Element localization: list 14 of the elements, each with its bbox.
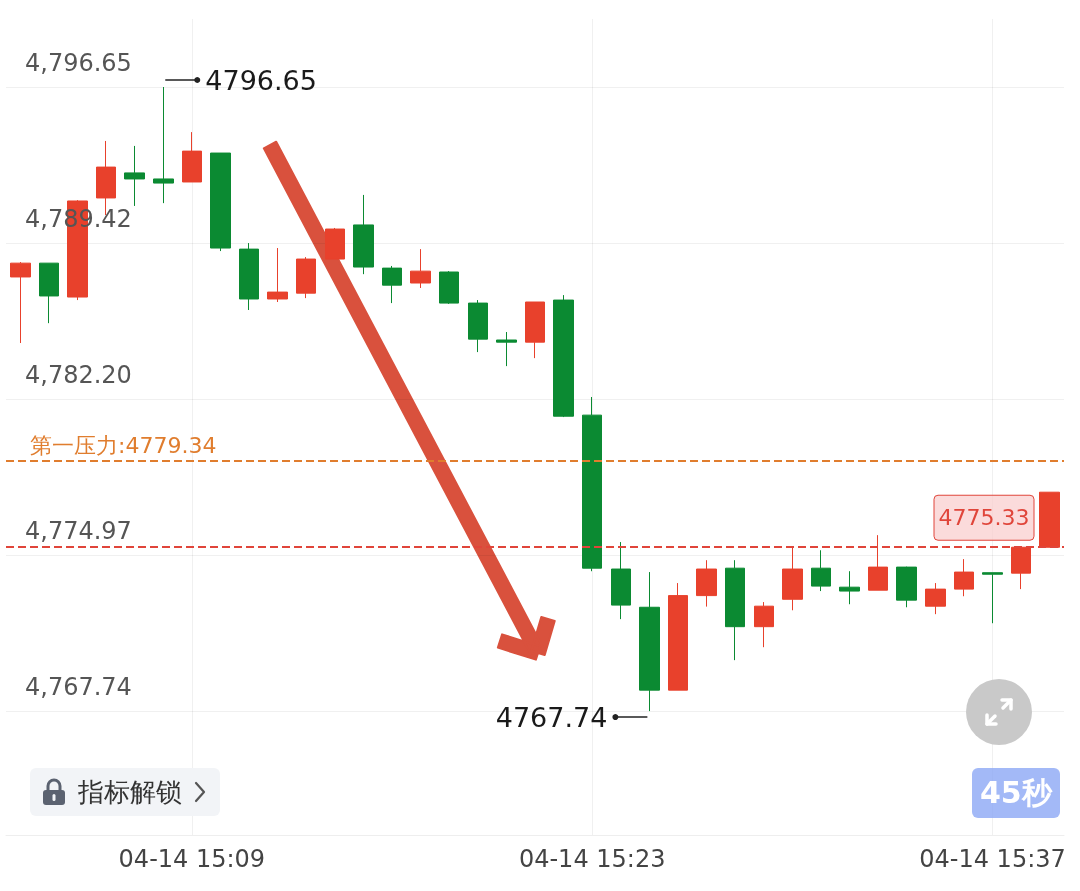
y-tick-label: 4,782.20 [25, 360, 132, 389]
x-tick-label: 04-14 15:09 [118, 845, 266, 873]
x-tick-label: 04-14 15:23 [518, 845, 666, 873]
y-tick-label: 4,767.74 [25, 673, 132, 702]
y-tick-label: 4,796.65 [25, 49, 132, 77]
annotation: 4796.65 [205, 64, 317, 96]
badge: 45秒 [972, 768, 1060, 818]
annotation: 指标解锁 [78, 775, 182, 809]
ref-line-label: 第一压力:4779.34 [30, 433, 217, 459]
y-tick-label: 4,774.97 [25, 517, 132, 546]
unlock-button: 指标解锁 [30, 768, 220, 816]
x-tick-label: 04-14 15:37 [919, 845, 1066, 873]
annotation: 4767.74 [495, 701, 608, 733]
ref-line-label: 4775.33 [938, 505, 1030, 531]
